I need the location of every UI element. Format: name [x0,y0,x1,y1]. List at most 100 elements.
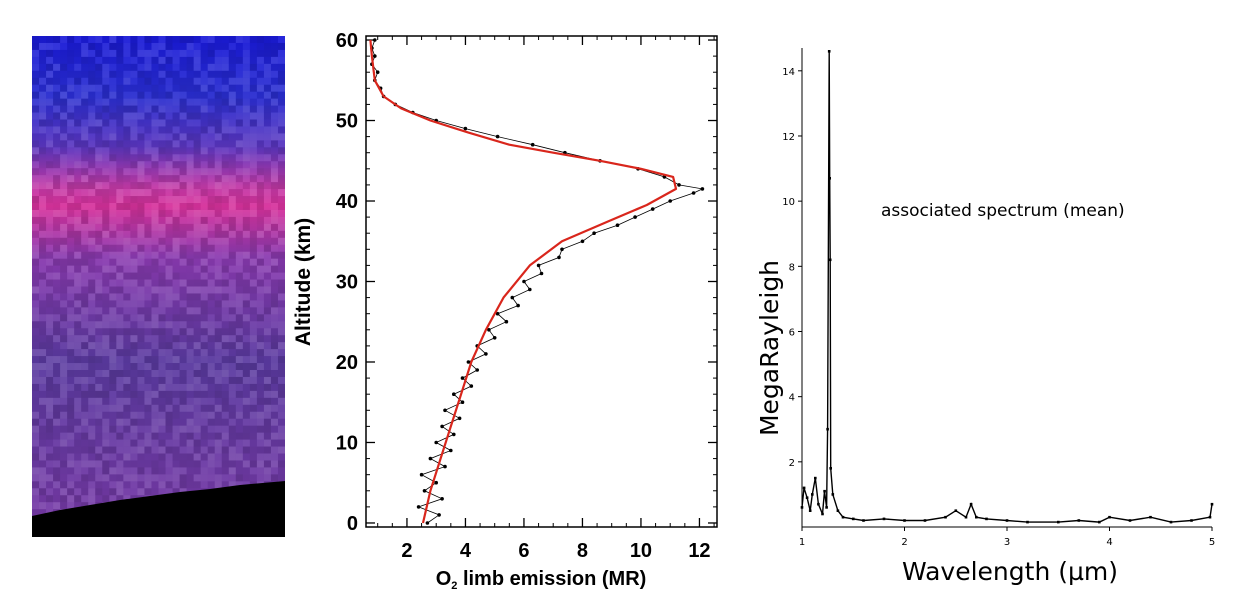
plot-frame [365,35,718,528]
image-pixel [235,453,243,461]
image-pixel [67,223,75,231]
image-pixel [53,168,61,176]
image-pixel [151,265,159,273]
image-pixel [193,383,201,391]
image-pixel [242,300,250,308]
image-pixel [130,404,138,412]
image-pixel [179,446,187,454]
image-pixel [67,425,75,433]
image-pixel [67,397,75,405]
image-pixel [81,314,89,322]
image-pixel [221,279,229,287]
image-pixel [221,376,229,384]
image-pixel [256,196,264,203]
image-pixel [228,335,236,343]
image-pixel [242,126,250,134]
image-pixel [158,293,166,301]
image-pixel [235,474,243,482]
image-pixel [39,140,47,148]
image-pixel [242,474,250,482]
image-pixel [32,237,40,245]
image-pixel [249,175,257,183]
image-pixel [144,98,152,106]
image-pixel [81,397,89,405]
image-pixel [263,300,271,308]
image-pixel [53,321,61,329]
image-pixel [67,265,75,273]
image-pixel [263,244,271,252]
image-pixel [123,91,131,99]
image-pixel [186,314,194,322]
image-pixel [256,189,264,197]
image-pixel [60,363,68,370]
image-pixel [95,230,103,238]
image-pixel [144,376,152,384]
image-pixel [116,63,124,71]
image-pixel [74,91,82,99]
image-pixel [179,481,187,489]
image-pixel [95,161,103,169]
image-pixel [200,397,208,405]
image-pixel [193,258,201,266]
image-pixel [81,279,89,287]
image-pixel [277,77,285,85]
image-pixel [193,119,201,127]
image-pixel [137,363,145,370]
image-pixel [60,279,68,287]
image-pixel [74,112,82,120]
image-pixel [235,279,243,287]
image-pixel [186,119,194,127]
image-pixel [74,168,82,176]
image-pixel [46,342,54,350]
image-pixel [81,161,89,169]
image-pixel [179,105,187,113]
image-pixel [88,189,96,197]
y-tick-label: 10 [782,197,795,208]
image-pixel [74,279,82,287]
image-pixel [32,349,40,357]
image-pixel [221,286,229,294]
image-pixel [39,203,47,210]
image-pixel [74,147,82,155]
image-pixel [158,349,166,357]
image-pixel [186,397,194,405]
image-pixel [46,425,54,433]
image-pixel [221,84,229,92]
image-pixel [67,376,75,384]
image-pixel [228,432,236,440]
image-pixel [116,203,124,210]
image-pixel [263,286,271,294]
image-pixel [53,425,61,433]
image-pixel [95,279,103,287]
spectrum-point [831,493,835,496]
image-pixel [81,383,89,391]
image-pixel [193,209,201,217]
image-pixel [116,112,124,120]
image-pixel [102,279,110,287]
image-pixel [67,495,75,503]
image-pixel [151,300,159,308]
image-pixel [228,328,236,336]
image-pixel [53,376,61,384]
image-pixel [81,446,89,454]
image-pixel [81,244,89,252]
image-pixel [32,335,40,343]
image-pixel [151,439,159,447]
image-pixel [144,161,152,169]
image-pixel [228,349,236,357]
image-pixel [46,63,54,71]
image-pixel [214,279,222,287]
image-pixel [60,251,68,259]
image-pixel [172,453,180,461]
image-pixel [46,161,54,169]
image-pixel [109,376,117,384]
image-pixel [144,363,152,370]
image-pixel [235,140,243,148]
image-pixel [88,376,96,384]
image-pixel [151,237,159,245]
image-pixel [214,230,222,238]
image-pixel [116,481,124,489]
image-pixel [242,307,250,315]
spectrum-line [801,51,1213,523]
image-pixel [263,342,271,350]
